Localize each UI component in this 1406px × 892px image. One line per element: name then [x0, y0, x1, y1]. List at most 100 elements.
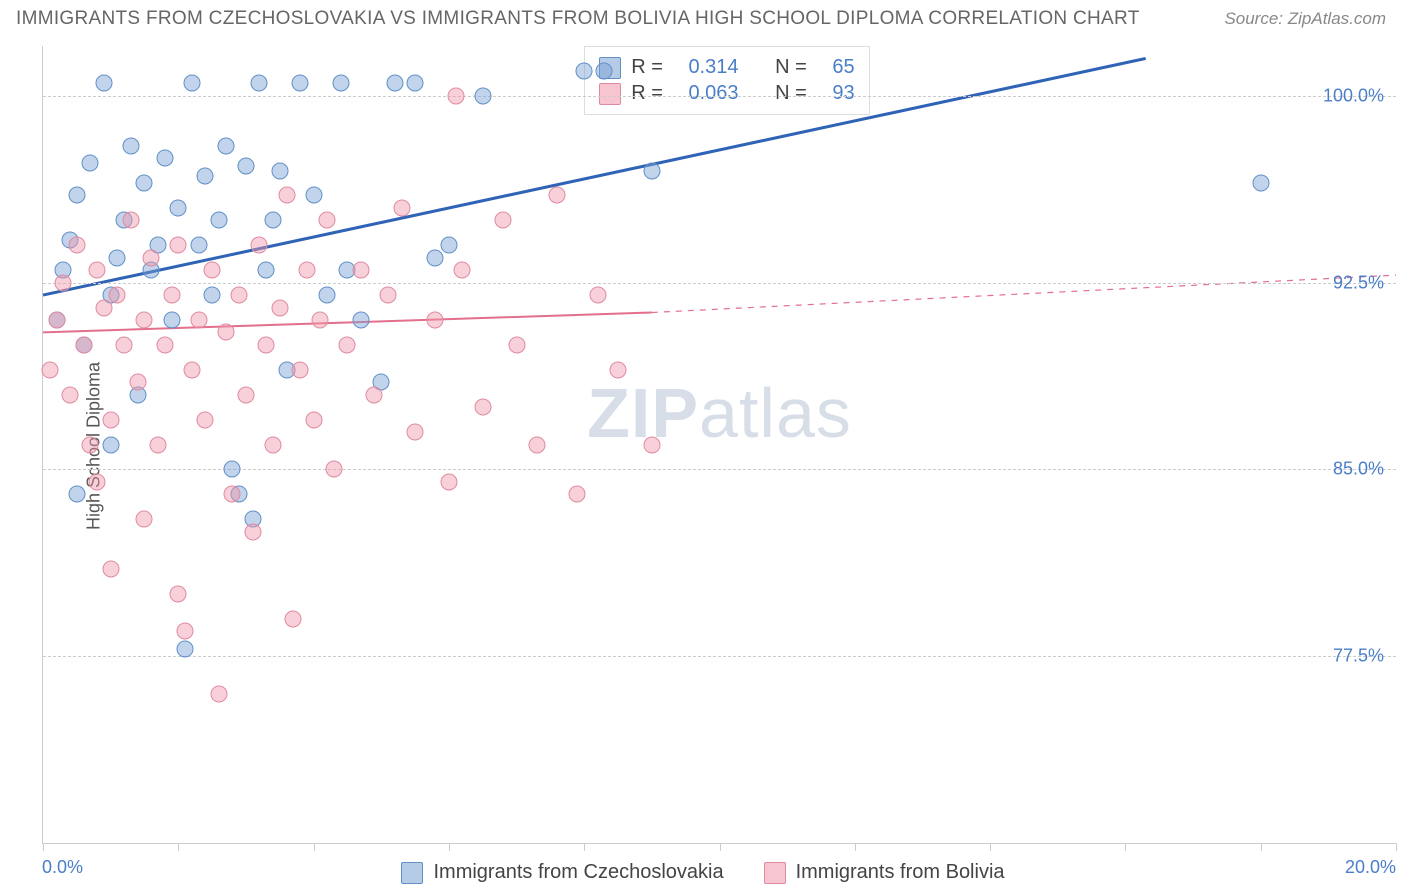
gridline: [43, 469, 1396, 470]
data-point: [251, 75, 268, 92]
data-point: [190, 311, 207, 328]
data-point: [332, 75, 349, 92]
data-point: [116, 336, 133, 353]
data-point: [217, 324, 234, 341]
x-tick: [1396, 843, 1397, 851]
data-point: [352, 311, 369, 328]
y-tick-label: 77.5%: [1333, 646, 1384, 667]
data-point: [589, 287, 606, 304]
x-tick: [43, 843, 44, 851]
data-point: [89, 473, 106, 490]
y-tick-label: 85.0%: [1333, 459, 1384, 480]
data-point: [528, 436, 545, 453]
data-point: [68, 237, 85, 254]
x-tick: [314, 843, 315, 851]
correlation-legend: R = 0.314 N = 65 R = 0.063 N = 93: [584, 46, 869, 115]
gridline: [43, 656, 1396, 657]
data-point: [325, 461, 342, 478]
data-point: [190, 237, 207, 254]
data-point: [244, 523, 261, 540]
data-point: [1252, 174, 1269, 191]
data-point: [129, 374, 146, 391]
data-point: [217, 137, 234, 154]
data-point: [339, 336, 356, 353]
data-point: [109, 249, 126, 266]
data-point: [285, 610, 302, 627]
data-point: [265, 212, 282, 229]
data-point: [237, 386, 254, 403]
data-point: [596, 62, 613, 79]
x-tick: [720, 843, 721, 851]
data-point: [95, 299, 112, 316]
data-point: [643, 162, 660, 179]
data-point: [440, 237, 457, 254]
data-point: [224, 486, 241, 503]
data-point: [319, 212, 336, 229]
data-point: [102, 436, 119, 453]
swatch-icon: [764, 862, 786, 884]
x-tick-label: 0.0%: [42, 857, 83, 878]
data-point: [569, 486, 586, 503]
data-point: [82, 436, 99, 453]
x-tick: [1261, 843, 1262, 851]
data-point: [177, 640, 194, 657]
data-point: [68, 486, 85, 503]
x-tick: [1125, 843, 1126, 851]
data-point: [102, 411, 119, 428]
data-point: [224, 461, 241, 478]
legend-row-bolivia: R = 0.063 N = 93: [599, 82, 854, 105]
data-point: [197, 411, 214, 428]
data-point: [89, 262, 106, 279]
data-point: [143, 249, 160, 266]
data-point: [136, 311, 153, 328]
data-point: [170, 199, 187, 216]
data-point: [95, 75, 112, 92]
data-point: [156, 150, 173, 167]
x-tick: [990, 843, 991, 851]
data-point: [156, 336, 173, 353]
data-point: [474, 87, 491, 104]
data-point: [170, 237, 187, 254]
x-tick: [449, 843, 450, 851]
data-point: [163, 311, 180, 328]
data-point: [163, 287, 180, 304]
y-tick-label: 100.0%: [1323, 85, 1384, 106]
data-point: [454, 262, 471, 279]
x-tick-label: 20.0%: [1345, 857, 1396, 878]
data-point: [55, 274, 72, 291]
data-point: [292, 75, 309, 92]
data-point: [258, 336, 275, 353]
data-point: [48, 311, 65, 328]
data-point: [68, 187, 85, 204]
data-point: [271, 299, 288, 316]
data-point: [495, 212, 512, 229]
legend-item-czechoslovakia: Immigrants from Czechoslovakia: [401, 861, 723, 884]
data-point: [109, 287, 126, 304]
data-point: [183, 75, 200, 92]
data-point: [231, 287, 248, 304]
data-point: [292, 361, 309, 378]
data-point: [177, 623, 194, 640]
data-point: [136, 174, 153, 191]
x-tick: [855, 843, 856, 851]
data-point: [136, 511, 153, 528]
data-point: [122, 137, 139, 154]
data-point: [427, 311, 444, 328]
data-point: [122, 212, 139, 229]
data-point: [258, 262, 275, 279]
data-point: [305, 411, 322, 428]
data-point: [643, 436, 660, 453]
data-point: [576, 62, 593, 79]
data-point: [102, 561, 119, 578]
series-legend: Immigrants from Czechoslovakia Immigrant…: [0, 861, 1406, 884]
data-point: [352, 262, 369, 279]
data-point: [549, 187, 566, 204]
data-point: [183, 361, 200, 378]
data-point: [197, 167, 214, 184]
gridline: [43, 96, 1396, 97]
swatch-icon: [599, 83, 621, 105]
data-point: [62, 386, 79, 403]
data-point: [271, 162, 288, 179]
data-point: [251, 237, 268, 254]
y-tick-label: 92.5%: [1333, 272, 1384, 293]
